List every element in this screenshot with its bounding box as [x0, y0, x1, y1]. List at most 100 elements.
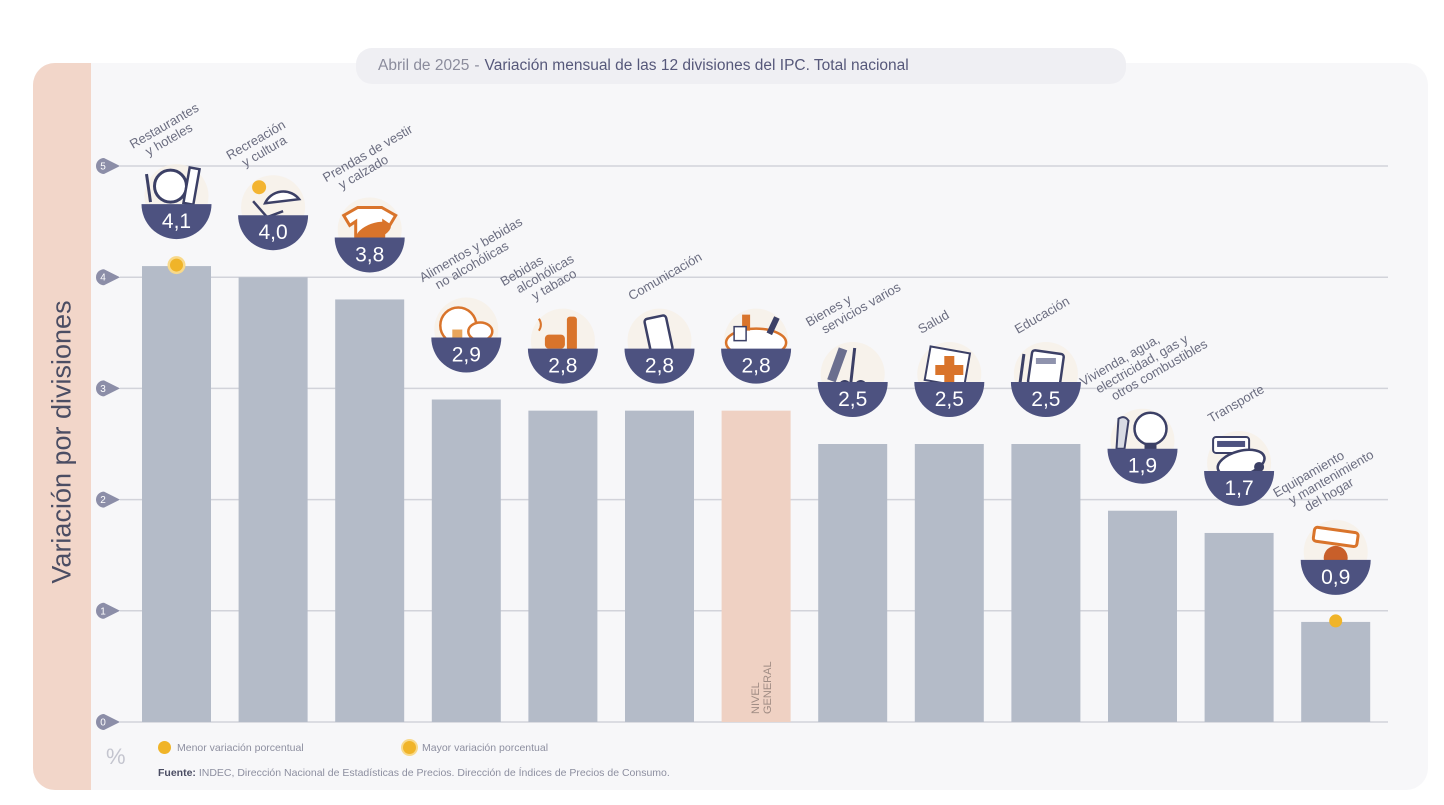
y-tick: 0: [96, 714, 120, 730]
y-tick: 3: [96, 380, 120, 397]
icon-part: [153, 168, 188, 204]
category-label: Equipamientoy mantenimientodel hogar: [1270, 435, 1383, 525]
min-marker: [1329, 614, 1343, 628]
icon-part: [452, 329, 463, 340]
value-badge: [817, 382, 888, 417]
icon-part: [566, 316, 577, 351]
category-label: Bebidasalcohólicasy tabaco: [498, 239, 584, 314]
bar: [238, 277, 308, 722]
category-label-line: Educación: [1012, 293, 1072, 336]
y-tick-label: 3: [100, 384, 106, 395]
value-badge: [431, 337, 502, 373]
icon-part: [145, 173, 152, 203]
bar: [142, 266, 211, 722]
y-tick: 4: [96, 269, 120, 286]
bar-group: 2,8 Bebidasalcohólicasy tabaco: [498, 239, 598, 722]
icon-part: [544, 334, 565, 349]
category-label: Prendas de vestiry calzado: [320, 121, 423, 197]
bar-group: 4,1 Restaurantesy hoteles: [127, 100, 212, 722]
title-text: Variación mensual de las 12 divisiones d…: [484, 57, 909, 74]
value-badge: [527, 348, 598, 384]
data-label: 0,9: [1321, 566, 1350, 589]
category-label-line: Salud: [915, 307, 951, 337]
bar-group: 3,8 Prendas de vestiry calzado: [320, 121, 423, 722]
category-label: Bienes yservicios varios: [803, 267, 904, 342]
tick-pin-icon: [96, 158, 120, 174]
y-tick: 1: [96, 602, 120, 619]
tick-pin-icon: [96, 602, 120, 619]
bar: [1204, 532, 1274, 722]
icon-part: [1144, 442, 1157, 451]
icon-part: [356, 221, 391, 242]
bar-inner-label: NIVELGENERAL: [750, 661, 774, 714]
bar-group: 2,5 Educación: [1010, 293, 1081, 722]
icon-part: [1018, 353, 1026, 385]
bar: [818, 444, 888, 722]
tick-pin-icon: [96, 380, 120, 397]
bar-group: 2,5 Salud: [914, 307, 985, 722]
value-badge: [334, 237, 405, 273]
data-label: 2,8: [645, 355, 674, 378]
bar: [335, 299, 405, 722]
title-separator: -: [474, 57, 480, 74]
beach-umbrella-icon: [252, 180, 302, 219]
bar-group: 1,9 Vivienda, agua,electricidad, gas yotr…: [1077, 331, 1210, 722]
y-tick-label: 5: [100, 162, 106, 173]
data-label: 4,0: [258, 221, 287, 244]
data-label: 4,1: [162, 210, 191, 233]
icon-part: [1217, 440, 1246, 447]
bottle-icon: [538, 316, 577, 351]
data-label: 1,9: [1128, 455, 1157, 478]
data-label: 1,7: [1224, 477, 1253, 500]
source-note: Fuente: INDEC, Dirección Nacional de Est…: [158, 767, 670, 779]
value-badge: [1107, 448, 1178, 484]
icon-part: [1133, 411, 1168, 446]
source-text: INDEC, Dirección Nacional de Estadística…: [198, 767, 670, 779]
icon-part: [1115, 416, 1130, 450]
legend-max: Mayor variación porcentual: [403, 741, 548, 754]
icon-part: [766, 316, 780, 336]
bar-group: 0,9 Equipamientoy mantenimientodel hogar: [1270, 435, 1383, 722]
value-badge: [624, 348, 695, 384]
category-label: Restaurantesy hoteles: [127, 100, 209, 164]
bar: [1011, 444, 1081, 722]
icon-part: [827, 347, 848, 383]
icon-part: [252, 180, 267, 195]
restaurant-icon: [145, 166, 201, 207]
chart-title: Abril de 2025 - Variación mensual de las…: [356, 48, 1126, 84]
car-icon: [1212, 435, 1266, 478]
data-label: 2,5: [935, 388, 964, 411]
y-tick: 2: [96, 491, 120, 508]
value-badge: [1010, 382, 1081, 417]
max-marker-icon: [403, 741, 416, 754]
data-label: 2,8: [548, 355, 577, 378]
bar: [625, 410, 694, 722]
unit-label: %: [106, 744, 126, 769]
bar-group: 2,8 Comunicación: [624, 249, 704, 722]
bar-inner-label-line: NIVEL: [750, 682, 762, 714]
icon-part: [1254, 461, 1265, 472]
data-label: 2,8: [741, 355, 770, 378]
legend-max-label: Mayor variación porcentual: [422, 741, 549, 754]
icon-part: [1035, 358, 1056, 364]
category-label: Educación: [1012, 293, 1072, 336]
icon-part: [1311, 525, 1360, 549]
legend-min: Menor variación porcentual: [158, 741, 304, 754]
value-badge: [721, 348, 792, 384]
side-panel: [33, 63, 91, 790]
value-badge: [238, 215, 309, 251]
bar-inner-label-line: GENERAL: [762, 661, 774, 714]
medical-cross-icon: [923, 345, 972, 389]
value-badge: [914, 382, 985, 417]
icon-part: [742, 314, 751, 331]
data-label: 3,8: [355, 243, 384, 266]
value-badge: [1204, 470, 1275, 506]
bar: [431, 399, 501, 722]
data-label: 2,5: [838, 388, 867, 411]
icon-part: [263, 190, 302, 205]
lightbulb-icon: [1115, 411, 1168, 451]
min-marker-icon: [158, 741, 171, 754]
y-tick-label: 2: [100, 495, 106, 506]
